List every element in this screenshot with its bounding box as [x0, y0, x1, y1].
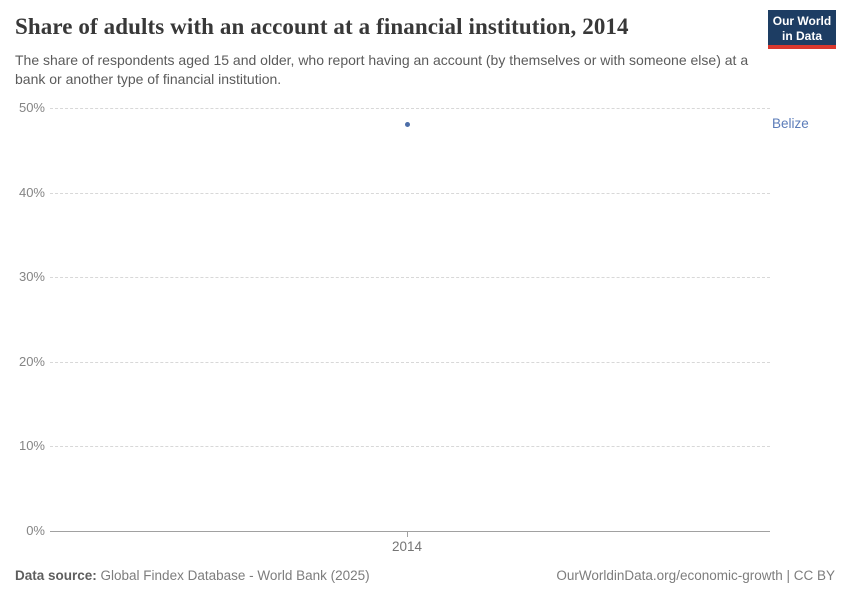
y-axis-tick-label: 20% — [18, 353, 45, 369]
data-point-belize[interactable] — [404, 121, 410, 127]
y-axis-tick-label: 0% — [26, 523, 45, 538]
x-axis-tick-mark — [407, 532, 408, 537]
owid-logo-line2: in Data — [781, 29, 822, 43]
y-axis-tick-label: 30% — [18, 269, 45, 285]
owid-logo[interactable]: Our World in Data — [768, 10, 836, 49]
chart-title: Share of adults with an account at a fin… — [15, 14, 629, 39]
y-axis-tick-label: 40% — [18, 184, 45, 200]
data-source-value: Global Findex Database - World Bank (202… — [96, 568, 370, 583]
attribution-link[interactable]: OurWorldinData.org/economic-growth | CC … — [556, 568, 835, 583]
data-source-note: Data source: Global Findex Database - Wo… — [15, 568, 370, 583]
owid-logo-line1: Our World — [772, 14, 832, 28]
y-gridline — [50, 446, 770, 448]
series-label-belize[interactable]: Belize — [772, 116, 809, 132]
data-source-label: Data source: — [15, 568, 97, 583]
x-axis-tick-label: 2014 — [391, 539, 423, 554]
y-gridline — [50, 361, 770, 363]
chart-footer: Data source: Global Findex Database - Wo… — [15, 568, 835, 583]
y-gridline — [50, 277, 770, 279]
y-gridline — [50, 108, 770, 109]
x-axis-baseline — [50, 531, 770, 532]
y-gridline — [50, 192, 770, 194]
chart-subtitle: The share of respondents aged 15 and old… — [15, 52, 749, 87]
y-axis-tick-label: 50% — [18, 100, 45, 115]
y-axis-tick-label: 10% — [18, 438, 45, 454]
